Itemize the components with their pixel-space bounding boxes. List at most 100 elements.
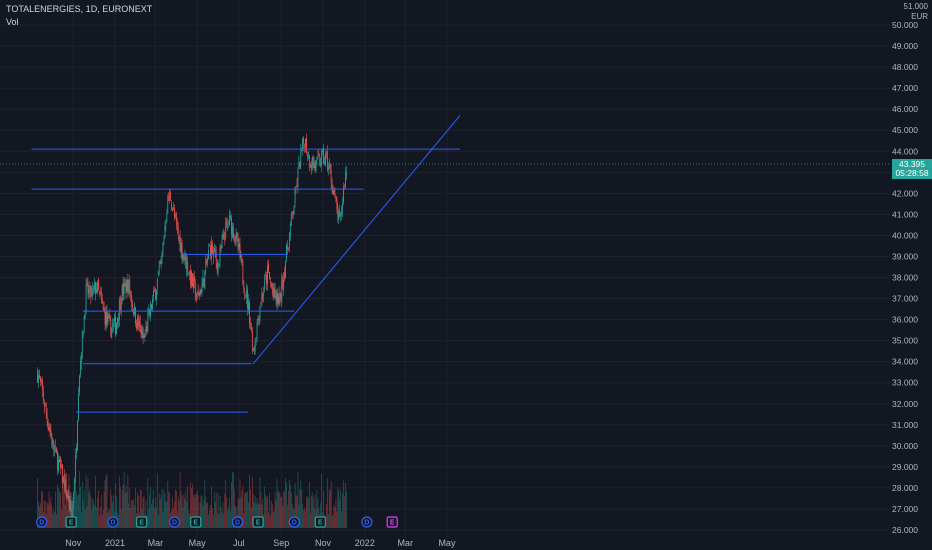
- earnings-badge[interactable]: E: [65, 516, 77, 528]
- candle-body: [309, 166, 311, 168]
- volume-bar: [106, 473, 108, 528]
- candle-body: [300, 150, 302, 167]
- candle-body: [295, 186, 297, 188]
- volume-bar: [64, 504, 66, 528]
- volume-bar: [250, 489, 251, 528]
- candle-body: [127, 279, 129, 294]
- volume-bar: [59, 491, 60, 528]
- candle-body: [322, 148, 324, 152]
- dividend-badge[interactable]: D: [107, 516, 119, 528]
- candle-body: [86, 282, 88, 283]
- volume-bar: [288, 490, 289, 528]
- candle-body: [76, 447, 77, 454]
- candle-body: [283, 275, 285, 291]
- price-tick-label: 39.000: [892, 251, 918, 261]
- volume-bar: [96, 507, 97, 528]
- candle-body: [307, 153, 309, 158]
- volume-bar: [229, 497, 230, 528]
- candle-body: [202, 276, 204, 285]
- price-tick-label: 31.000: [892, 420, 918, 430]
- time-tick-label: May: [189, 538, 207, 548]
- candle-body: [115, 316, 116, 335]
- candle-body: [145, 326, 147, 332]
- candle-body: [287, 246, 288, 250]
- earnings-badge[interactable]: E: [314, 516, 326, 528]
- volume-bar: [265, 494, 266, 528]
- volume-label[interactable]: Vol: [6, 17, 19, 27]
- volume-bar: [342, 493, 343, 528]
- earnings-badge[interactable]: E: [386, 516, 398, 528]
- volume-bar: [267, 496, 268, 528]
- candle-body: [234, 241, 236, 244]
- dividend-badge[interactable]: D: [168, 516, 181, 528]
- candle-body: [326, 151, 328, 170]
- volume-bar: [199, 502, 201, 528]
- volume-bar: [155, 498, 156, 528]
- volume-bar: [137, 492, 138, 528]
- candle-body: [279, 291, 281, 300]
- price-tick-label: 28.000: [892, 483, 918, 493]
- volume-bar: [345, 483, 346, 528]
- volume-bar: [277, 490, 279, 528]
- price-tick-label: 44.000: [892, 146, 918, 156]
- volume-bar: [309, 512, 311, 528]
- volume-bar: [282, 505, 284, 528]
- volume-bar: [127, 474, 129, 528]
- time-tick-label: Nov: [315, 538, 332, 548]
- currency-label[interactable]: EUR: [911, 12, 928, 21]
- volume-bar: [334, 507, 336, 528]
- volume-bar: [242, 485, 244, 528]
- candle-body: [45, 403, 47, 413]
- trend-line[interactable]: [252, 115, 461, 365]
- earnings-badge[interactable]: E: [190, 516, 202, 528]
- volume-bar: [206, 503, 208, 528]
- volume-bar: [165, 501, 167, 528]
- earnings-badge[interactable]: E: [252, 516, 264, 528]
- event-badge-label: D: [235, 520, 240, 527]
- earnings-badge[interactable]: E: [136, 516, 148, 528]
- volume-bar: [321, 473, 323, 528]
- volume-bar: [273, 510, 275, 528]
- volume-bar: [213, 491, 215, 528]
- candle-body: [40, 376, 41, 382]
- dividend-badge[interactable]: D: [36, 516, 48, 528]
- candle-body: [252, 348, 254, 351]
- dividend-badge[interactable]: D: [288, 516, 300, 528]
- volume-bar: [259, 477, 261, 528]
- volume-bar: [251, 507, 252, 528]
- volume-bar: [251, 476, 253, 528]
- volume-bar: [55, 491, 57, 528]
- candle-body: [228, 226, 229, 228]
- candle-body: [240, 255, 242, 257]
- candle-body: [212, 244, 213, 255]
- volume-bar: [168, 491, 170, 528]
- volume-bar: [153, 489, 154, 528]
- candle-body: [288, 248, 289, 250]
- symbol-title[interactable]: TOTALENERGIES, 1D, EURONEXT: [6, 4, 153, 14]
- candle-body: [257, 318, 259, 320]
- dividend-badge[interactable]: D: [231, 516, 244, 528]
- price-tick-label: 34.000: [892, 357, 918, 367]
- candle-body: [170, 192, 172, 201]
- volume-bar: [112, 502, 114, 528]
- volume-bar: [160, 495, 162, 528]
- volume-bar: [88, 493, 90, 528]
- candle-body: [56, 447, 58, 453]
- candle-body: [199, 290, 201, 296]
- candle-body: [46, 413, 48, 420]
- volume-bar: [209, 510, 210, 528]
- volume-bar: [134, 505, 135, 528]
- volume-bar: [227, 510, 228, 528]
- volume-bar: [175, 491, 177, 528]
- earnings-badge-box: [252, 516, 264, 528]
- dividend-badge[interactable]: D: [361, 516, 373, 528]
- candle-body: [111, 327, 113, 339]
- candle-body: [303, 137, 305, 144]
- candle-body: [105, 312, 107, 327]
- event-badge-label: E: [318, 520, 323, 527]
- volume-bar: [329, 489, 331, 528]
- candle-body: [212, 250, 214, 257]
- volume-bar: [254, 495, 256, 528]
- candle-body: [75, 455, 77, 478]
